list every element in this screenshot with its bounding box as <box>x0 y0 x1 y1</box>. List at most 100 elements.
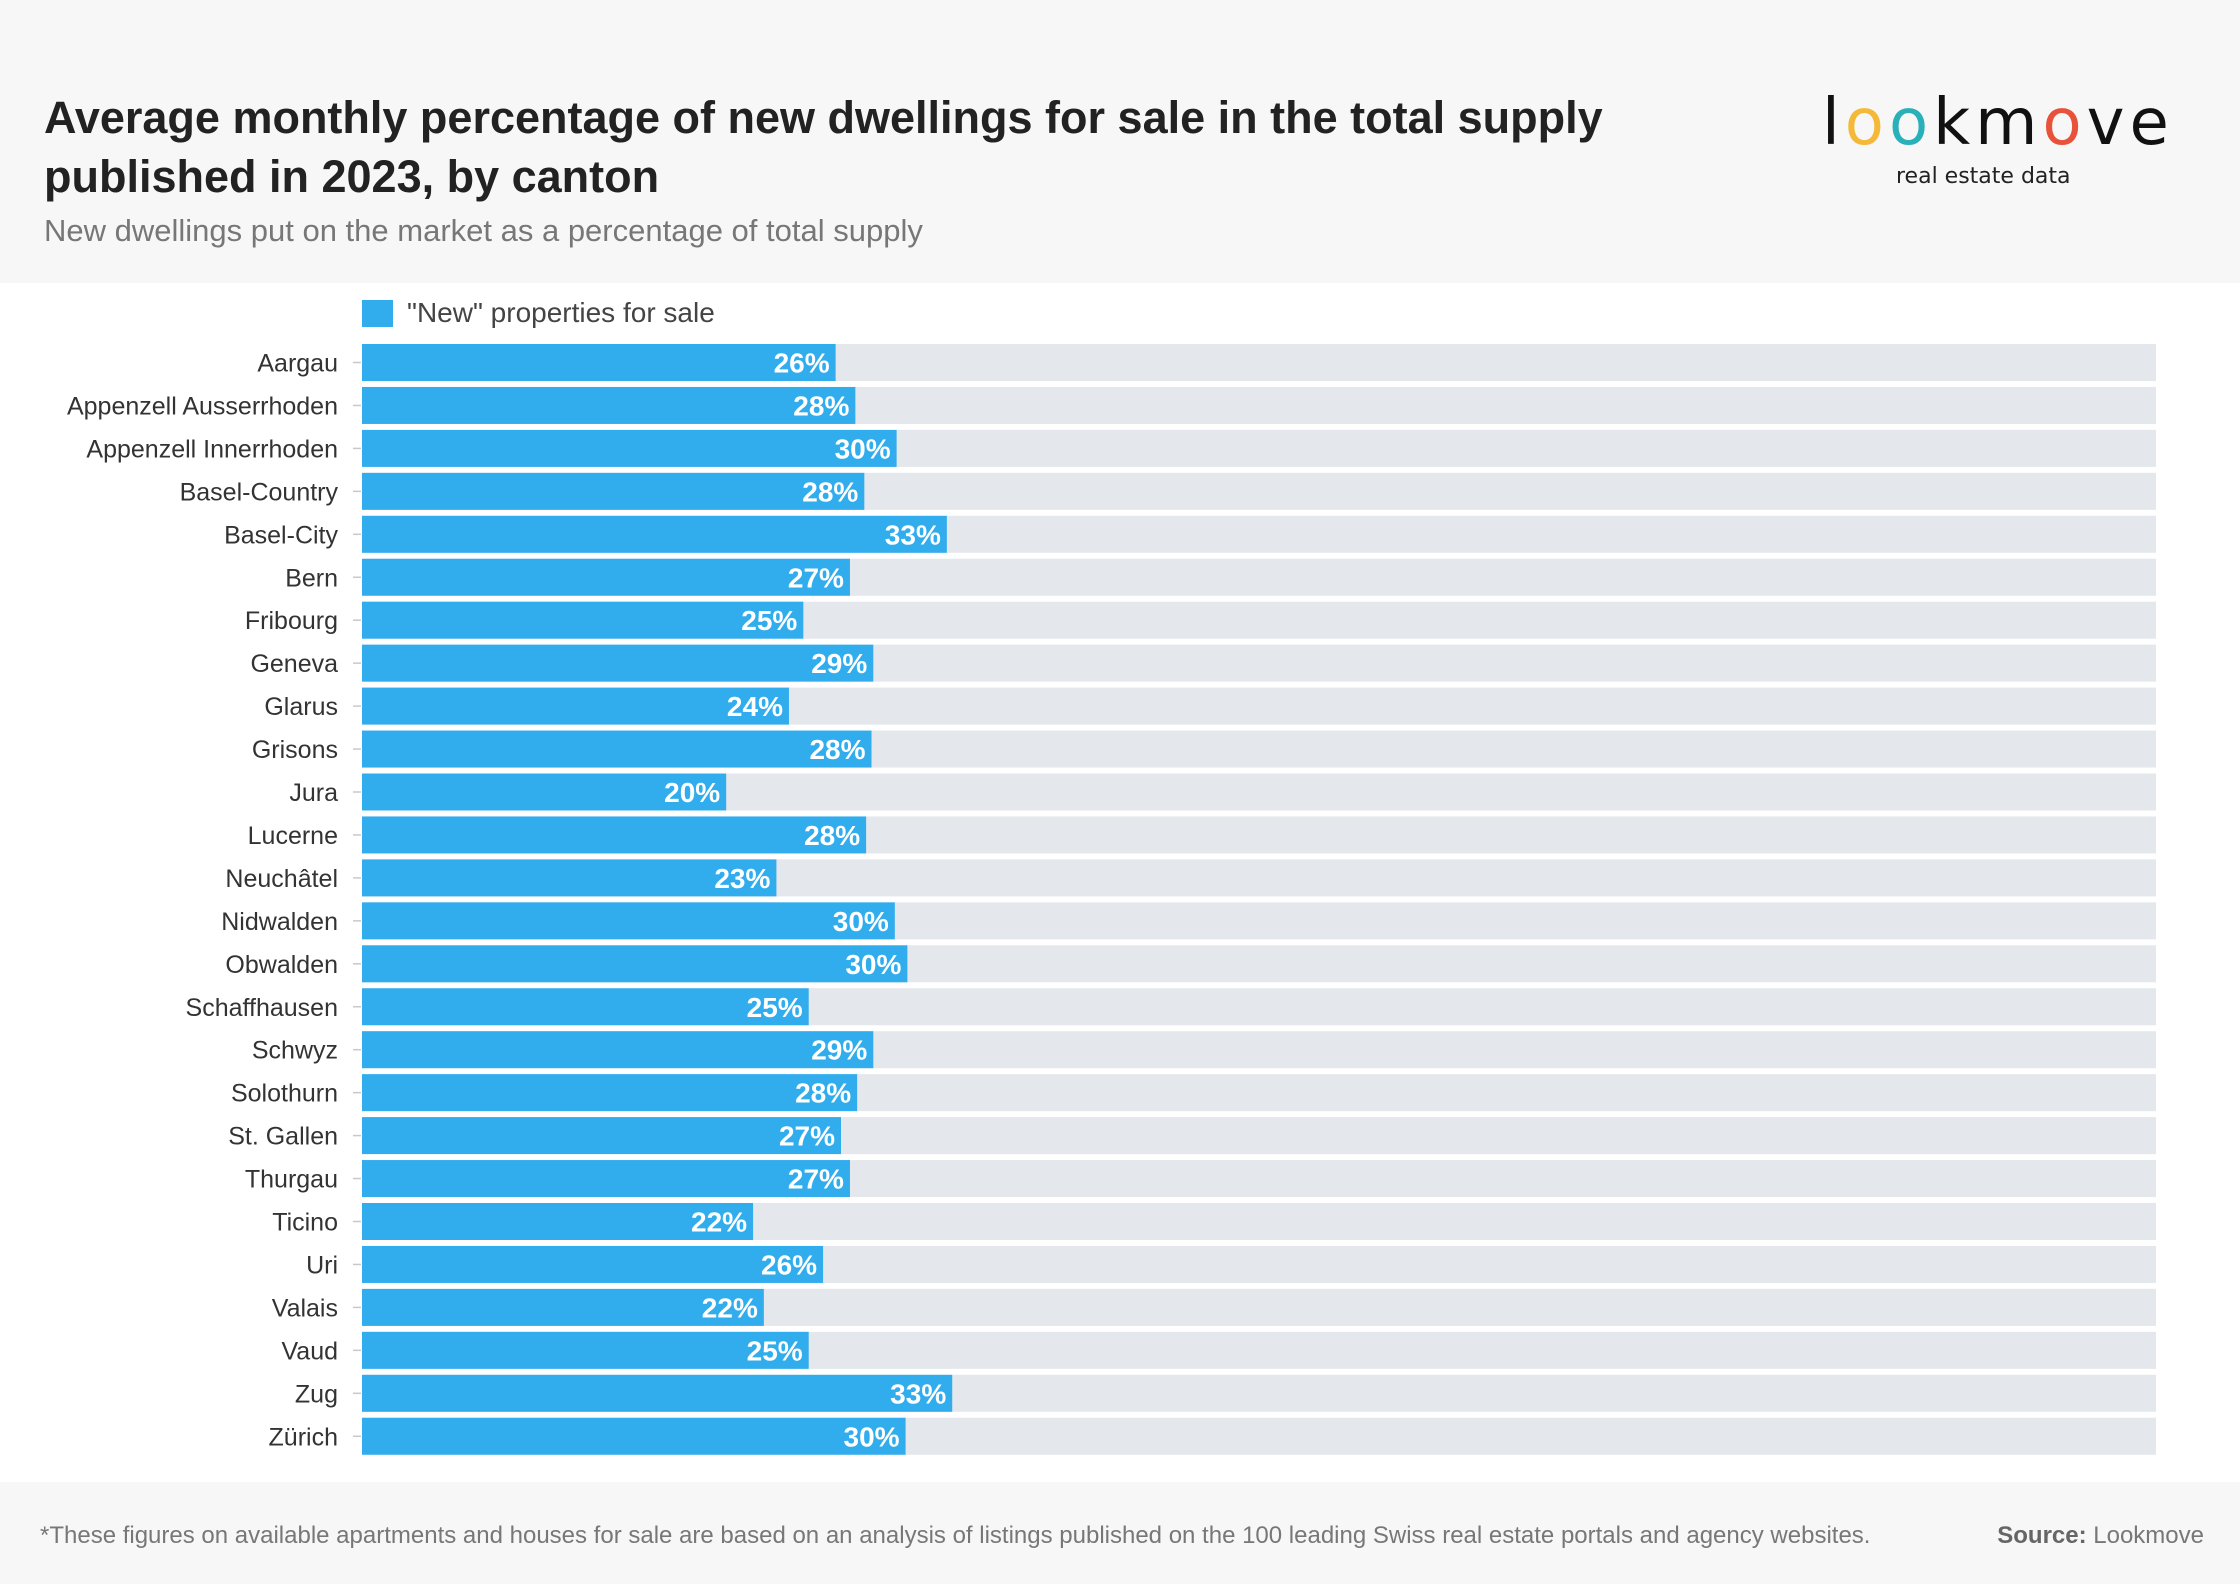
category-label: Bern <box>285 564 338 592</box>
data-label: 25% <box>747 1335 803 1366</box>
logo-letter: o <box>2042 86 2087 160</box>
category-label: Valais <box>272 1294 338 1322</box>
data-label: 27% <box>788 562 844 593</box>
data-label: 25% <box>747 992 803 1023</box>
data-label: 22% <box>691 1207 747 1238</box>
category-label: Thurgau <box>245 1166 338 1194</box>
data-label: 29% <box>811 1035 867 1066</box>
category-label: Schwyz <box>252 1037 338 1065</box>
bar <box>362 1417 906 1455</box>
category-label: Grisons <box>252 736 338 764</box>
data-label: 28% <box>809 734 865 765</box>
logo-letter: o <box>1888 86 1934 160</box>
category-label: Glarus <box>264 693 338 721</box>
chart-footer <box>0 1482 2240 1584</box>
bar <box>362 1074 858 1112</box>
bar <box>362 1031 874 1069</box>
category-label: Schaffhausen <box>186 994 338 1022</box>
data-label: 22% <box>702 1292 758 1323</box>
bar <box>362 472 865 510</box>
category-label: Obwalden <box>225 951 338 979</box>
source-credit: Source: Lookmove <box>1997 1522 2204 1550</box>
data-label: 26% <box>761 1249 817 1280</box>
category-label: Solothurn <box>231 1080 338 1108</box>
bar-chart: Aargau 26% Appenzell Ausserrhoden 28% Appenz… <box>67 344 2156 1455</box>
bar <box>362 945 908 983</box>
logo-wordmark: lookmove <box>1822 86 2174 160</box>
category-label: Zug <box>295 1380 338 1408</box>
data-label: 30% <box>845 949 901 980</box>
bar <box>362 730 872 768</box>
bar <box>362 859 777 897</box>
data-label: 33% <box>890 1378 946 1409</box>
data-label: 33% <box>885 519 941 550</box>
source-value: Lookmove <box>2093 1522 2204 1549</box>
logo-letter: l <box>1822 86 1845 160</box>
data-label: 30% <box>835 433 891 464</box>
category-label: Neuchâtel <box>225 865 338 893</box>
bar <box>362 558 850 596</box>
chart-legend: "New" properties for sale <box>362 296 715 330</box>
legend-label: "New" properties for sale <box>407 297 715 328</box>
chart-header <box>0 0 2240 283</box>
category-label: St. Gallen <box>228 1123 338 1151</box>
category-label: Uri <box>306 1251 338 1279</box>
bar <box>362 644 874 682</box>
category-label: Basel-City <box>224 521 338 549</box>
category-label: Appenzell Innerrhoden <box>86 435 338 463</box>
data-label: 29% <box>811 648 867 679</box>
data-label: 28% <box>793 390 849 421</box>
bar <box>362 429 897 467</box>
bar <box>362 1160 850 1198</box>
category-label: Vaud <box>281 1337 338 1365</box>
logo-letter: v <box>2086 86 2130 160</box>
data-label: 25% <box>741 605 797 636</box>
footnote: *These figures on available apartments a… <box>40 1522 1871 1549</box>
logo-letter: m <box>1975 86 2043 160</box>
category-label: Aargau <box>257 350 338 378</box>
bar <box>362 515 947 553</box>
logo-letter: k <box>1933 86 1976 160</box>
bar <box>362 386 856 424</box>
category-label: Ticino <box>272 1209 338 1237</box>
bar <box>362 344 836 381</box>
data-label: 23% <box>714 863 770 894</box>
lookmove-logo: lookmove real estate data <box>1822 86 2169 196</box>
category-label: Appenzell Ausserrhoden <box>67 392 338 420</box>
data-label: 24% <box>727 691 783 722</box>
chart-subtitle: New dwellings put on the market as a per… <box>44 213 923 248</box>
category-label: Fribourg <box>245 607 338 635</box>
bar <box>362 902 895 940</box>
data-label: 28% <box>804 820 860 851</box>
logo-letter: e <box>2129 86 2174 160</box>
bar <box>362 687 789 725</box>
category-label: Nidwalden <box>221 908 338 936</box>
logo-letter: o <box>1844 86 1889 160</box>
category-label: Zürich <box>269 1423 338 1451</box>
data-label: 28% <box>795 1078 851 1109</box>
data-label: 30% <box>833 906 889 937</box>
category-label: Lucerne <box>248 822 338 850</box>
bar <box>362 816 867 854</box>
bar <box>362 1203 754 1240</box>
data-label: 20% <box>664 777 720 808</box>
data-label: 30% <box>844 1421 900 1452</box>
bar <box>362 1117 841 1155</box>
bar <box>362 601 804 639</box>
logo-tagline: real estate data <box>1896 164 2071 189</box>
category-label: Geneva <box>250 650 338 678</box>
category-label: Jura <box>289 779 338 807</box>
source-label: Source: <box>1997 1522 2087 1549</box>
chart-title: Average monthly percentage of new dwelli… <box>44 92 1603 202</box>
data-label: 27% <box>788 1164 844 1195</box>
bar <box>362 988 809 1026</box>
bar <box>362 1288 764 1326</box>
bar <box>362 1374 953 1412</box>
legend-swatch <box>362 299 393 327</box>
data-label: 26% <box>774 348 830 379</box>
bar <box>362 1245 824 1283</box>
data-label: 27% <box>779 1121 835 1152</box>
bar <box>362 1331 809 1369</box>
bar <box>362 773 727 811</box>
category-label: Basel-Country <box>180 478 339 506</box>
